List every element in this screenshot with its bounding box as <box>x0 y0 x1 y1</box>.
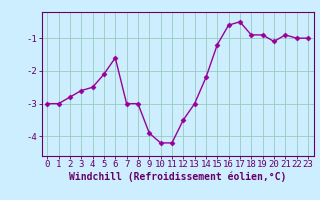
X-axis label: Windchill (Refroidissement éolien,°C): Windchill (Refroidissement éolien,°C) <box>69 172 286 182</box>
